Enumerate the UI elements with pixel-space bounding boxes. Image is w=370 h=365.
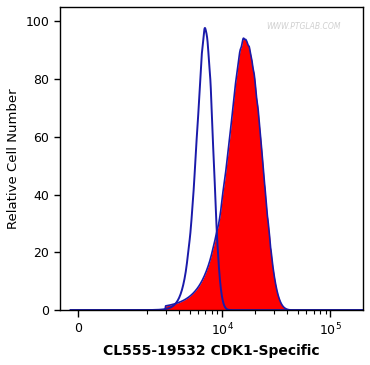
Text: WWW.PTGLAB.COM: WWW.PTGLAB.COM <box>266 22 340 31</box>
Y-axis label: Relative Cell Number: Relative Cell Number <box>7 88 20 229</box>
X-axis label: CL555-19532 CDK1-Specific: CL555-19532 CDK1-Specific <box>103 344 320 358</box>
